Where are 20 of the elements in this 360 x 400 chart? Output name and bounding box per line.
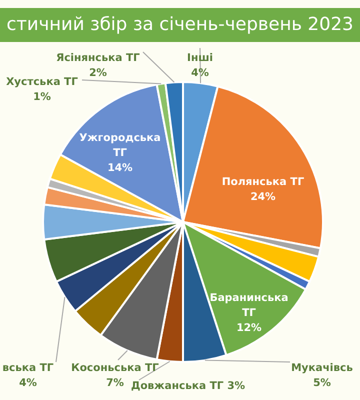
data-label: 4% [191, 67, 210, 79]
slice-label: Баранинська ТГ [210, 292, 288, 319]
data-label: 1% [33, 91, 52, 103]
slice-label: Ясінянська ТГ [56, 52, 140, 64]
data-label: 14% [107, 162, 134, 174]
slice-label: Мукачівсь [291, 362, 354, 374]
slice-label: Косоньська ТГ [71, 362, 160, 374]
slice-label: Довжанська ТГ 3% [130, 380, 246, 392]
data-label: 12% [236, 322, 262, 334]
slice-label: вська ТГ [2, 362, 54, 374]
data-label: 7% [106, 377, 124, 389]
data-label: 4% [19, 377, 38, 389]
data-label: 2% [89, 67, 108, 79]
chart-title: стичний збір за січень-червень 2023 [6, 14, 354, 35]
slice-label: Хустська ТГ [6, 76, 78, 88]
slice-label: Інші [187, 52, 213, 64]
data-label: 24% [250, 191, 276, 203]
slice-label: Полянська ТГ [222, 176, 304, 188]
slice-label: Ужгородська ТГ [79, 132, 161, 159]
data-label: 5% [313, 377, 332, 389]
